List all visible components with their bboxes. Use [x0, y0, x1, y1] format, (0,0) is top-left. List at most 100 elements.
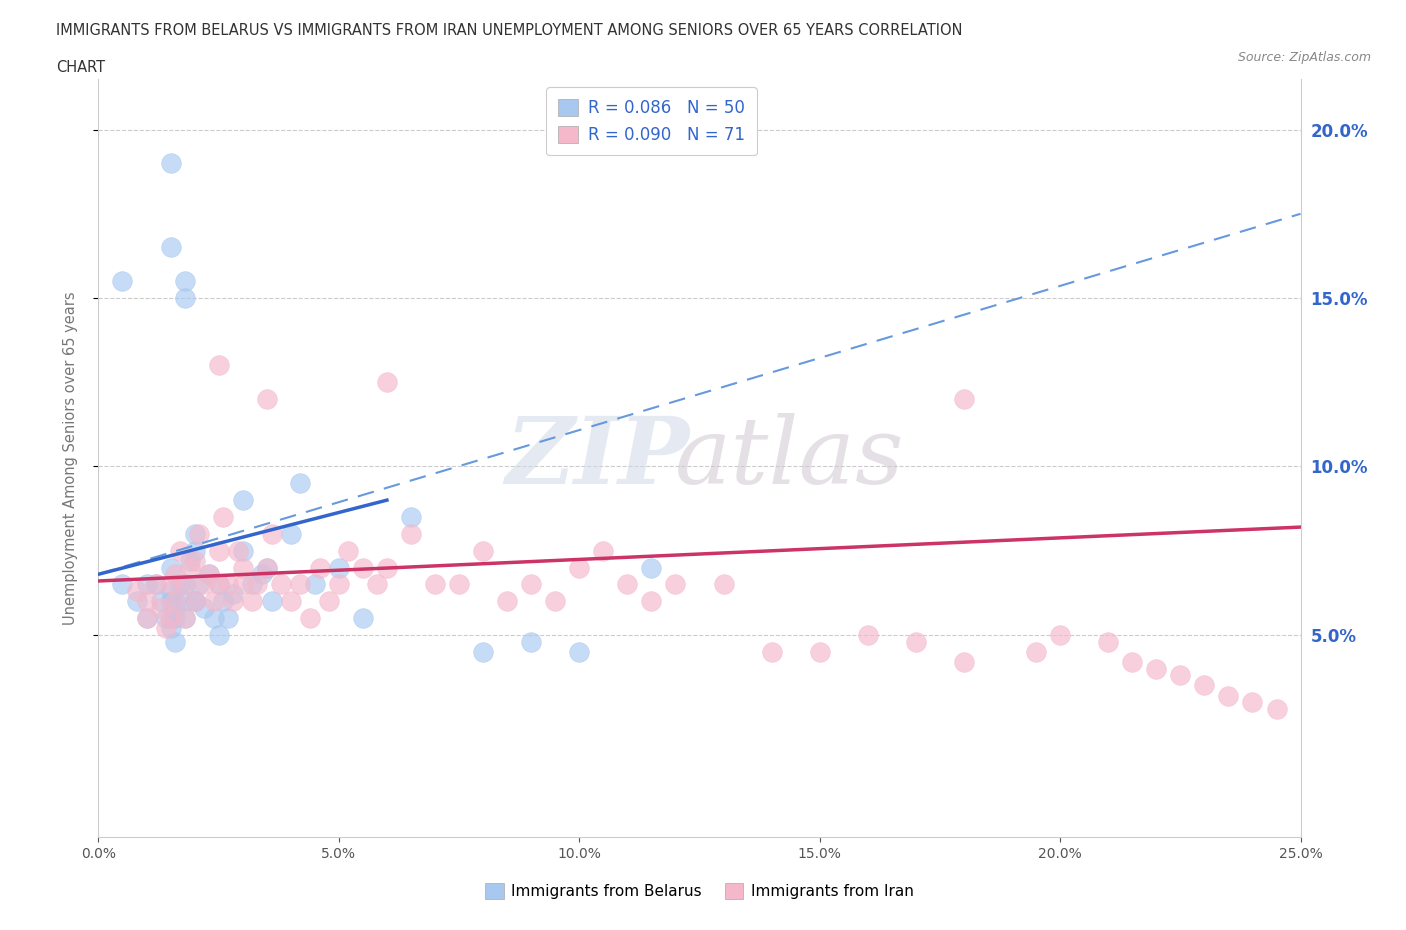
- Point: [159, 620, 181, 635]
- Point: [135, 611, 157, 626]
- Point: [240, 593, 263, 608]
- Point: [256, 560, 278, 575]
- Point: [337, 543, 360, 558]
- Point: [256, 560, 278, 575]
- Point: [165, 601, 187, 616]
- Point: [159, 611, 181, 626]
- Point: [375, 375, 398, 390]
- Point: [183, 553, 205, 568]
- Point: [290, 577, 312, 591]
- Point: [135, 611, 157, 626]
- Point: [111, 577, 134, 591]
- Point: [592, 543, 614, 558]
- Point: [208, 358, 231, 373]
- Point: [328, 560, 350, 575]
- Point: [179, 560, 201, 575]
- Point: [352, 560, 374, 575]
- Point: [308, 560, 330, 575]
- Point: [159, 156, 181, 171]
- Point: [222, 593, 245, 608]
- Point: [366, 577, 388, 591]
- Point: [159, 584, 181, 599]
- Point: [149, 593, 172, 608]
- Point: [226, 543, 249, 558]
- Point: [260, 593, 283, 608]
- Point: [202, 611, 225, 626]
- Point: [246, 577, 269, 591]
- Point: [183, 593, 205, 608]
- Point: [298, 611, 321, 626]
- Point: [399, 510, 422, 525]
- Point: [169, 577, 191, 591]
- Point: [198, 566, 221, 581]
- Point: [188, 526, 211, 541]
- Point: [193, 577, 215, 591]
- Point: [664, 577, 686, 591]
- Point: [232, 493, 254, 508]
- Point: [544, 593, 567, 608]
- Point: [125, 584, 148, 599]
- Point: [174, 593, 197, 608]
- Point: [159, 240, 181, 255]
- Point: [616, 577, 638, 591]
- Point: [159, 611, 181, 626]
- Point: [260, 526, 283, 541]
- Point: [1025, 644, 1047, 659]
- Point: [1194, 678, 1216, 693]
- Point: [520, 577, 543, 591]
- Point: [232, 543, 254, 558]
- Point: [1265, 701, 1288, 716]
- Point: [217, 577, 239, 591]
- Point: [568, 560, 591, 575]
- Point: [165, 593, 187, 608]
- Point: [208, 577, 231, 591]
- Point: [232, 560, 254, 575]
- Point: [174, 611, 197, 626]
- Point: [1218, 688, 1240, 703]
- Point: [165, 634, 187, 649]
- Point: [183, 593, 205, 608]
- Point: [904, 634, 927, 649]
- Point: [472, 644, 495, 659]
- Text: CHART: CHART: [56, 60, 105, 75]
- Point: [496, 593, 519, 608]
- Point: [520, 634, 543, 649]
- Point: [399, 526, 422, 541]
- Point: [304, 577, 326, 591]
- Point: [193, 601, 215, 616]
- Point: [183, 526, 205, 541]
- Point: [808, 644, 831, 659]
- Point: [250, 566, 273, 581]
- Point: [188, 577, 211, 591]
- Point: [212, 593, 235, 608]
- Text: ZIP: ZIP: [505, 413, 689, 503]
- Point: [125, 593, 148, 608]
- Point: [290, 476, 312, 491]
- Point: [208, 628, 231, 643]
- Point: [270, 577, 292, 591]
- Point: [208, 543, 231, 558]
- Point: [953, 392, 976, 406]
- Point: [212, 510, 235, 525]
- Point: [640, 593, 662, 608]
- Point: [174, 577, 197, 591]
- Point: [232, 577, 254, 591]
- Point: [375, 560, 398, 575]
- Point: [179, 553, 201, 568]
- Point: [155, 611, 177, 626]
- Point: [159, 577, 181, 591]
- Point: [159, 560, 181, 575]
- Point: [856, 628, 879, 643]
- Point: [953, 655, 976, 670]
- Point: [568, 644, 591, 659]
- Point: [174, 273, 197, 288]
- Point: [174, 290, 197, 305]
- Point: [222, 587, 245, 602]
- Point: [423, 577, 446, 591]
- Point: [318, 593, 340, 608]
- Point: [447, 577, 470, 591]
- Point: [1241, 695, 1264, 710]
- Point: [165, 593, 187, 608]
- Point: [155, 620, 177, 635]
- Point: [183, 593, 205, 608]
